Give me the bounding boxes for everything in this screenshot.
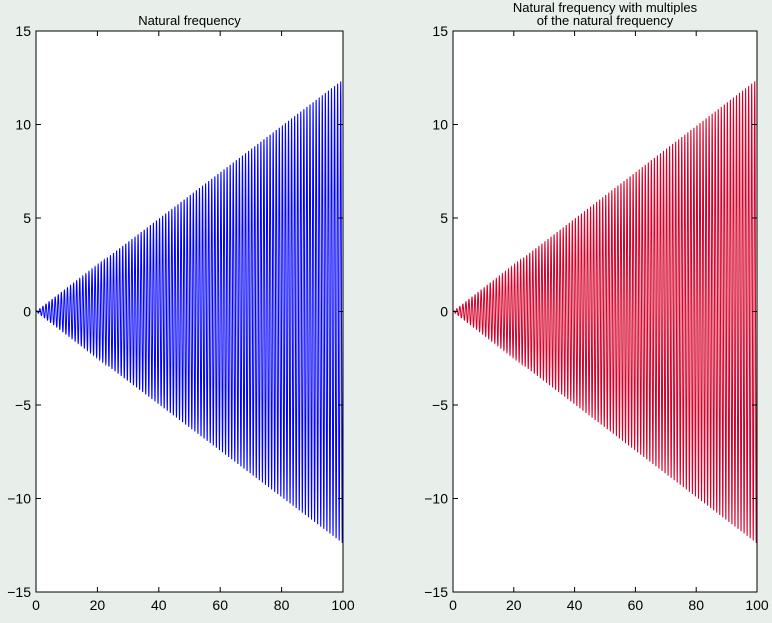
y-tick-label: −5: [432, 397, 448, 413]
y-tick-label: 5: [23, 210, 31, 226]
y-tick-label: 10: [432, 117, 448, 133]
x-tick-label: 100: [745, 597, 769, 613]
x-tick-label: 60: [212, 597, 228, 613]
x-tick-label: 40: [151, 597, 167, 613]
y-tick-label: 5: [440, 210, 448, 226]
x-tick-label: 0: [32, 597, 40, 613]
y-tick-label: −15: [424, 584, 448, 600]
x-tick-label: 20: [90, 597, 106, 613]
x-tick-label: 100: [331, 597, 355, 613]
x-tick-label: 20: [506, 597, 522, 613]
y-tick-label: 10: [15, 117, 31, 133]
x-tick-label: 0: [449, 597, 457, 613]
x-tick-label: 80: [274, 597, 290, 613]
series-line-1: [452, 81, 758, 543]
y-tick-label: −15: [7, 584, 31, 600]
chart-title: Natural frequency with multiples of the n…: [513, 0, 698, 28]
chart-title: Natural frequency: [138, 13, 241, 28]
y-tick-label: −5: [15, 397, 31, 413]
y-tick-label: 0: [23, 304, 31, 320]
y-tick-label: −10: [424, 491, 448, 507]
y-tick-label: −10: [7, 491, 31, 507]
axes-left: 0 20 40 60 80 100 15 10 5 0 −5 −10 −15 Natural freque…: [7, 13, 355, 613]
y-tick-label: 15: [432, 23, 448, 39]
x-tick-label: 80: [688, 597, 704, 613]
x-tick-label: 40: [567, 597, 583, 613]
series-line-1: [35, 81, 344, 543]
y-tick-label: 15: [15, 23, 31, 39]
y-tick-label: 0: [440, 304, 448, 320]
axes-right: 0 20 40 60 80 100 15 10 5 0 −5 −10 −15 Natural freque…: [424, 0, 769, 613]
x-tick-label: 60: [628, 597, 644, 613]
